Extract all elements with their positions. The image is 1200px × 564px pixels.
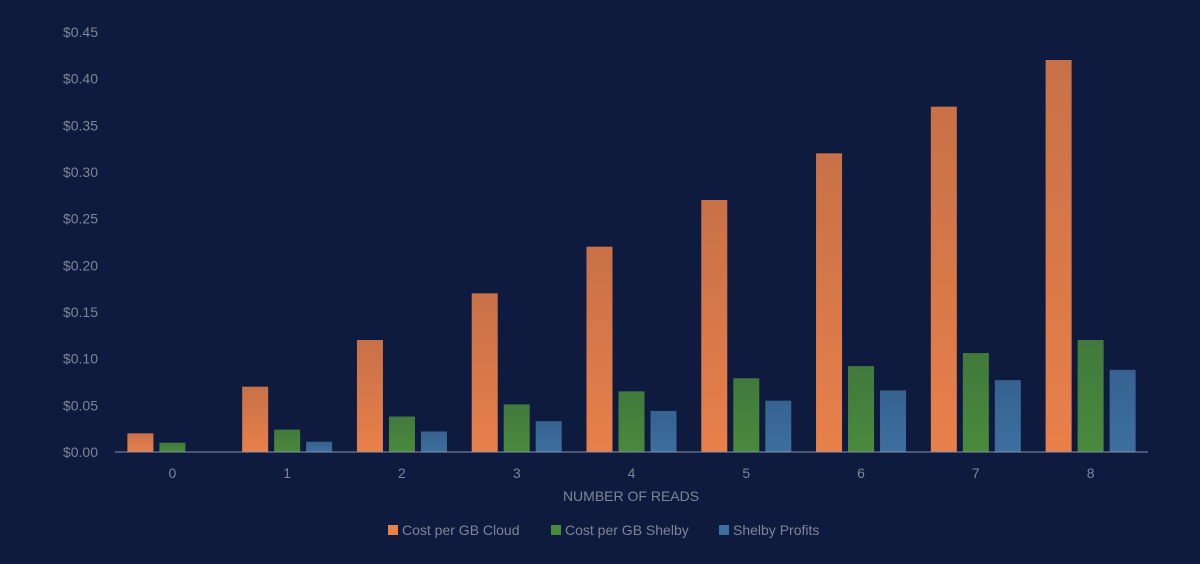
bar-cost-per-gb-shelby-4	[618, 391, 645, 452]
bar-cost-per-gb-cloud-0	[127, 433, 154, 452]
x-tick-label: 3	[513, 465, 521, 481]
bar-cost-per-gb-shelby-0	[159, 442, 186, 452]
y-tick-label: $0.30	[63, 164, 98, 180]
y-tick-label: $0.35	[63, 117, 98, 133]
legend-label: Shelby Profits	[733, 522, 819, 538]
x-tick-label: 8	[1087, 465, 1095, 481]
bar-cost-per-gb-cloud-6	[816, 153, 843, 453]
bar-shelby-profits-5	[765, 400, 792, 452]
legend-label: Cost per GB Cloud	[402, 522, 520, 538]
bar-cost-per-gb-cloud-2	[356, 340, 383, 452]
bar-cost-per-gb-shelby-8	[1077, 340, 1104, 452]
bar-cost-per-gb-shelby-1	[274, 429, 301, 452]
x-tick-label: 4	[628, 465, 636, 481]
y-axis: $0.00 $0.05 $0.10 $0.15 $0.20 $0.25 $0.30 $0.35…	[63, 24, 98, 460]
x-tick-label: 1	[283, 465, 291, 481]
bar-cost-per-gb-shelby-6	[848, 366, 875, 452]
y-tick-label: $0.15	[63, 304, 98, 320]
legend-swatch	[719, 525, 729, 535]
y-tick-label: $0.25	[63, 211, 98, 227]
y-tick-label: $0.20	[63, 257, 98, 273]
y-tick-label: $0.10	[63, 351, 98, 367]
y-tick-label: $0.45	[63, 24, 98, 40]
bar-cost-per-gb-shelby-5	[733, 378, 760, 452]
x-tick-label: 2	[398, 465, 406, 481]
bar-shelby-profits-1	[306, 441, 333, 452]
bar-shelby-profits-2	[420, 431, 447, 452]
bar-cost-per-gb-shelby-3	[503, 404, 530, 452]
x-tick-label: 7	[972, 465, 980, 481]
bar-cost-per-gb-shelby-2	[388, 416, 415, 452]
bar-cost-per-gb-cloud-4	[586, 246, 613, 452]
legend: Cost per GB Cloud Cost per GB Shelby Shelb…	[388, 522, 819, 538]
bar-shelby-profits-3	[535, 421, 562, 452]
plot-area	[127, 60, 1136, 453]
legend-label: Cost per GB Shelby	[565, 522, 689, 538]
x-tick-label: 0	[168, 465, 176, 481]
legend-swatch	[551, 525, 561, 535]
bar-shelby-profits-6	[880, 390, 907, 452]
x-axis-title: NUMBER OF READS	[563, 488, 699, 504]
y-tick-label: $0.00	[63, 444, 98, 460]
y-tick-label: $0.40	[63, 71, 98, 87]
bar-cost-per-gb-cloud-7	[930, 106, 957, 453]
bar-shelby-profits-8	[1109, 369, 1136, 452]
bar-shelby-profits-4	[650, 410, 677, 452]
bar-cost-per-gb-cloud-3	[471, 293, 498, 452]
bar-shelby-profits-7	[994, 380, 1021, 452]
bar-cost-per-gb-shelby-7	[962, 353, 989, 452]
bar-cost-per-gb-cloud-8	[1045, 60, 1072, 452]
x-tick-label: 6	[857, 465, 865, 481]
bar-cost-per-gb-cloud-1	[242, 386, 269, 452]
bar-cost-per-gb-cloud-5	[701, 200, 728, 452]
y-tick-label: $0.05	[63, 397, 98, 413]
x-tick-label: 5	[742, 465, 750, 481]
x-axis: 0 1 2 3 4 5 6 7 8	[168, 465, 1094, 481]
legend-swatch	[388, 525, 398, 535]
